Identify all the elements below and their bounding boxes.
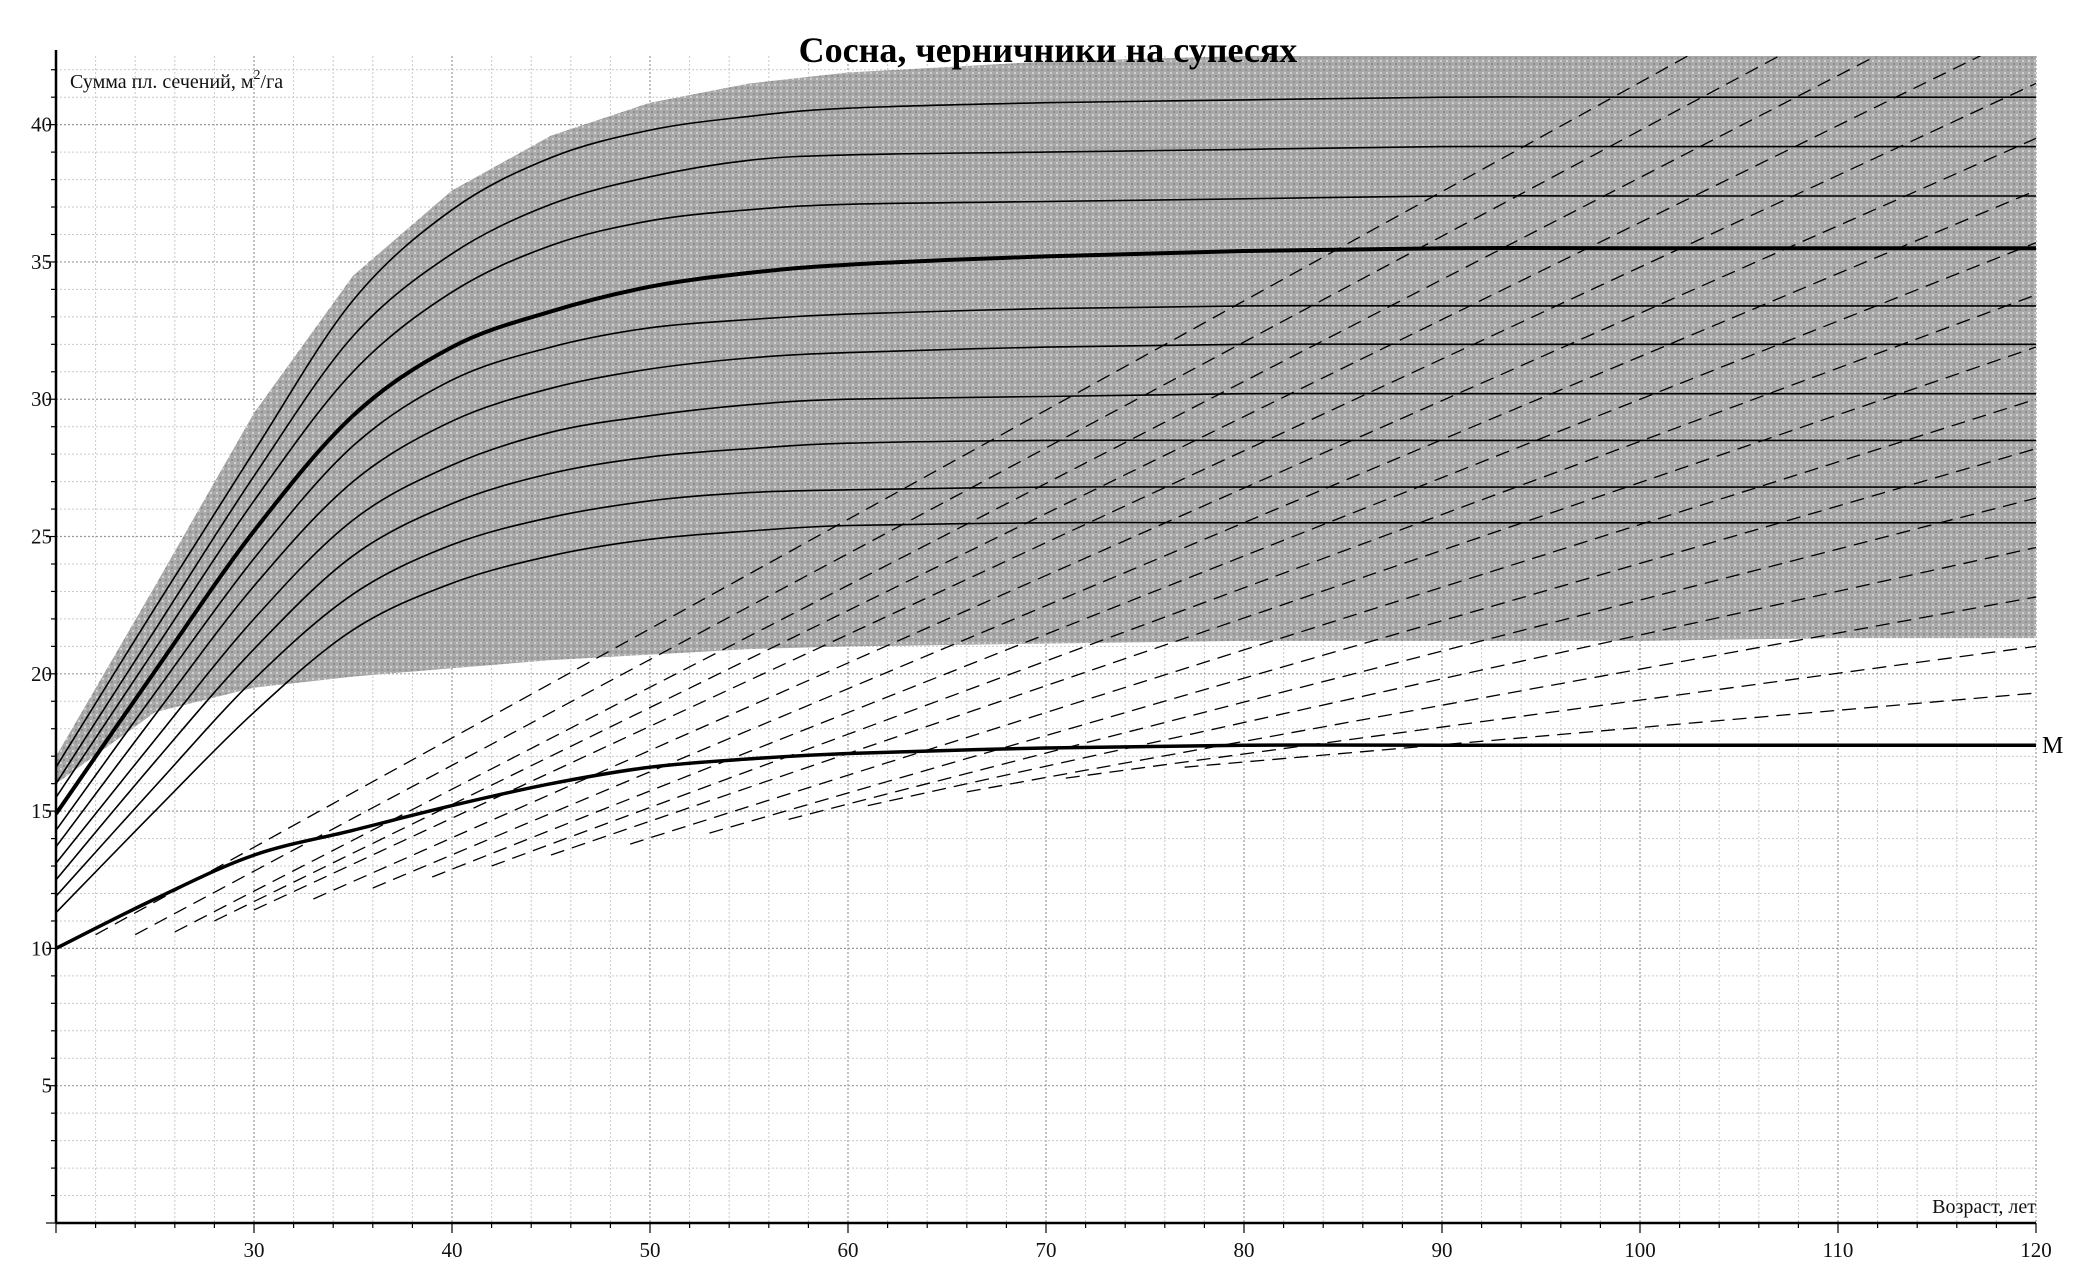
dashed-line xyxy=(1184,692,2037,768)
shaded-band xyxy=(56,56,2036,784)
x-tick-label: 70 xyxy=(1036,1238,1057,1262)
y-tick-label: 30 xyxy=(31,387,52,411)
average-series-line xyxy=(54,246,2036,816)
x-tick-label: 40 xyxy=(442,1238,463,1262)
series-line xyxy=(55,96,2036,768)
dashed-line xyxy=(491,294,2037,867)
dashed-line xyxy=(630,398,2037,845)
y-tick-label: 25 xyxy=(31,525,52,549)
dashed-line xyxy=(372,189,2037,889)
x-tick-label: 120 xyxy=(2020,1238,2052,1262)
dashed-line xyxy=(134,56,1781,936)
dashed-line xyxy=(253,82,2037,911)
series-line xyxy=(55,195,2036,798)
series-line xyxy=(55,486,2036,897)
chart-title: Сосна, черничники на супесях xyxy=(799,30,1298,70)
series-line xyxy=(55,304,2036,831)
dashed-line xyxy=(95,56,1690,936)
dashed-line xyxy=(550,346,2037,856)
grid xyxy=(55,56,2037,1224)
dashed-line xyxy=(867,546,2037,807)
dashed-line xyxy=(431,242,2037,878)
dashed-line xyxy=(1065,645,2037,779)
x-tick-label: 110 xyxy=(1823,1238,1854,1262)
axes: 30 40 50 60 70 80 90 100 110 120 5 10 15 20 25 30 35 40 xyxy=(31,50,2052,1262)
series-line xyxy=(55,343,2036,848)
y-tick-label: 20 xyxy=(31,662,52,686)
y-axis-title: Сумма пл. сечений, м2/га xyxy=(70,68,283,93)
x-tick-label: 90 xyxy=(1432,1238,1453,1262)
stocking-band xyxy=(56,56,2036,784)
series-line xyxy=(55,439,2036,881)
dashed-line xyxy=(214,56,1982,922)
series-line xyxy=(55,521,2036,914)
x-tick-label: 50 xyxy=(640,1238,661,1262)
dashed-line xyxy=(966,596,2037,793)
m-line xyxy=(55,743,2036,950)
x-tick-label: 30 xyxy=(244,1238,265,1262)
dashed-line xyxy=(788,497,2037,820)
series-line xyxy=(55,145,2036,785)
x-tick-label: 80 xyxy=(1234,1238,1255,1262)
dashed-line xyxy=(709,448,2037,834)
dashed-line xyxy=(313,137,2037,900)
x-tick-label: 100 xyxy=(1624,1238,1656,1262)
series-lines: М xyxy=(54,96,2063,950)
series-line xyxy=(55,392,2036,864)
y-tick-label: 35 xyxy=(31,250,52,274)
m-line-label: М xyxy=(2042,733,2063,759)
y-tick-label: 40 xyxy=(31,113,52,137)
y-tick-label: 15 xyxy=(31,799,52,823)
x-axis-title: Возраст, лет xyxy=(1932,1196,2036,1218)
y-tick-label: 10 xyxy=(31,936,52,960)
dashed-lines xyxy=(95,56,2037,936)
dashed-line xyxy=(174,56,1878,933)
x-tick-label: 60 xyxy=(838,1238,859,1262)
y-tick-label: 5 xyxy=(42,1074,53,1098)
